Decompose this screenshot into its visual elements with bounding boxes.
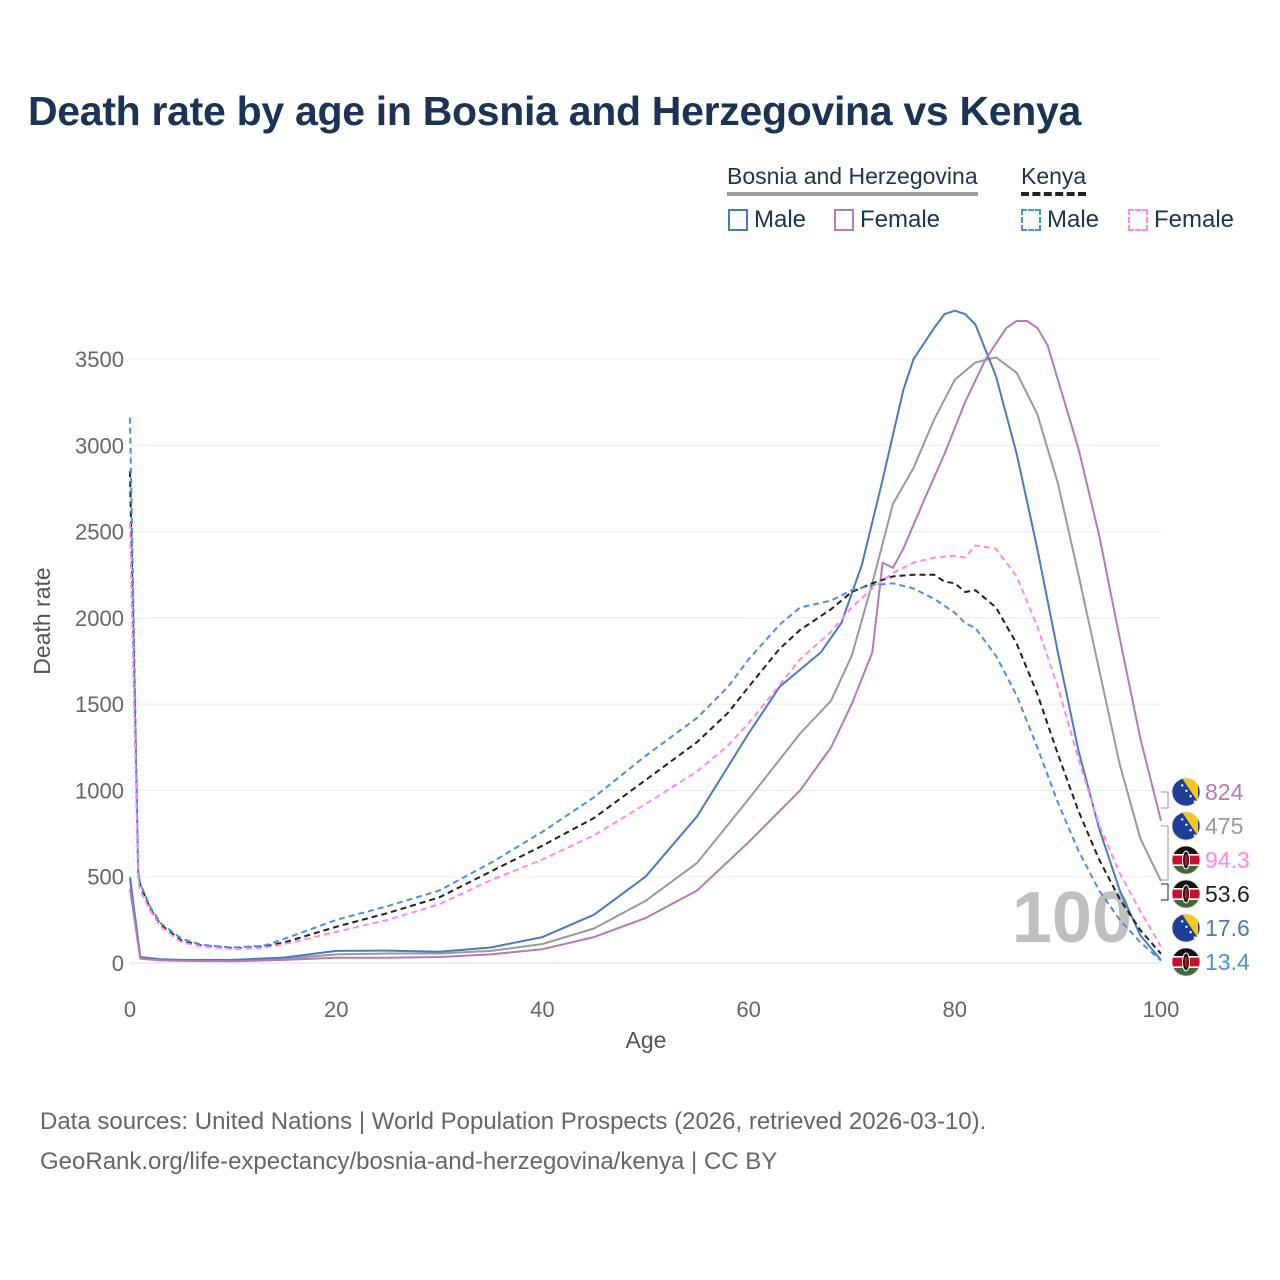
legend-item-kenya-male[interactable]: Male — [1021, 206, 1099, 234]
end-value-label: 17.6 — [1205, 915, 1250, 941]
legend-group-bosnia-label: Bosnia and Herzegovina — [727, 163, 978, 196]
legend-swatch-bosnia-female — [834, 209, 854, 231]
bosnia-flag-icon — [1171, 777, 1201, 807]
end-value-label: 475 — [1205, 813, 1243, 839]
legend-item-bosnia-male[interactable]: Male — [728, 206, 806, 234]
kenya-flag-icon — [1171, 879, 1201, 909]
kenya-flag-icon — [1171, 845, 1201, 875]
end-labels: 824 475 94.3 53.6 17.6 13.4 — [1161, 777, 1250, 977]
source-line-2[interactable]: GeoRank.org/life-expectancy/bosnia-and-h… — [40, 1148, 778, 1175]
legend-swatch-kenya-female — [1128, 209, 1148, 231]
kenya-flag-icon — [1171, 947, 1201, 977]
y-tick-label: 3000 — [75, 433, 124, 458]
x-tick-label: 60 — [736, 997, 760, 1022]
end-label-leader — [1161, 883, 1169, 901]
series — [129, 309, 1162, 963]
x-tick-label: 0 — [124, 997, 136, 1022]
legend-group-kenya[interactable]: Kenya — [1021, 163, 1087, 196]
legend-label-bosnia-male: Male — [754, 206, 807, 233]
bosnia-flag-icon — [1171, 913, 1201, 943]
end-value-label: 94.3 — [1205, 847, 1250, 873]
end-value-label: 53.6 — [1205, 881, 1250, 907]
series-line-bosnia-and-herzegovina-female[interactable] — [129, 320, 1162, 963]
legend-label-kenya-male: Male — [1047, 206, 1100, 233]
legend-label-kenya-female: Female — [1154, 206, 1235, 233]
legend-swatch-bosnia-male — [728, 209, 748, 231]
y-tick-label: 2000 — [75, 606, 124, 631]
series-line-bosnia-and-herzegovina-total[interactable] — [129, 356, 1162, 962]
x-tick-label: 20 — [324, 997, 348, 1022]
x-tick-label: 100 — [1143, 997, 1180, 1022]
chart-title: Death rate by age in Bosnia and Herzegov… — [28, 88, 1082, 134]
legend-group-bosnia[interactable]: Bosnia and Herzegovina — [727, 163, 978, 196]
legend-swatch-kenya-male — [1021, 209, 1041, 231]
legend-item-bosnia-female[interactable]: Female — [834, 206, 940, 234]
source-line-1: Data sources: United Nations | World Pop… — [40, 1108, 987, 1135]
y-tick-label: 1500 — [75, 692, 124, 717]
end-value-label: 13.4 — [1205, 949, 1250, 975]
y-tick-label: 1000 — [75, 778, 124, 803]
x-tick-label: 40 — [530, 997, 554, 1022]
series-line-bosnia-and-herzegovina-male[interactable] — [129, 309, 1162, 961]
legend-item-kenya-female[interactable]: Female — [1128, 206, 1234, 234]
series-line-kenya-total[interactable] — [129, 471, 1162, 955]
legend-group-kenya-label: Kenya — [1021, 163, 1087, 196]
x-tick-label: 80 — [943, 997, 967, 1022]
y-tick-label: 0 — [112, 951, 124, 976]
y-axis-label: Death rate — [29, 567, 55, 674]
y-tick-label: 500 — [87, 865, 124, 890]
end-label-leader — [1161, 825, 1169, 881]
bosnia-flag-icon — [1171, 811, 1201, 841]
series-line-kenya-male[interactable] — [129, 417, 1162, 962]
legend-label-bosnia-female: Female — [860, 206, 941, 233]
y-tick-label: 2500 — [75, 520, 124, 545]
end-label-leader — [1161, 791, 1169, 809]
year-watermark: 100 — [1012, 878, 1132, 958]
x-axis-label: Age — [626, 1027, 667, 1053]
death-rate-chart: 0 500 1000 1500 2000 2500 3000 3500 0 20 40 60 80 100… — [29, 309, 1250, 1053]
end-value-label: 824 — [1205, 779, 1244, 805]
axes: 0 500 1000 1500 2000 2500 3000 3500 0 20 40 60 80 100 — [75, 347, 1179, 1022]
series-line-kenya-female[interactable] — [129, 522, 1162, 951]
grid — [130, 358, 1161, 964]
y-tick-label: 3500 — [75, 347, 124, 372]
